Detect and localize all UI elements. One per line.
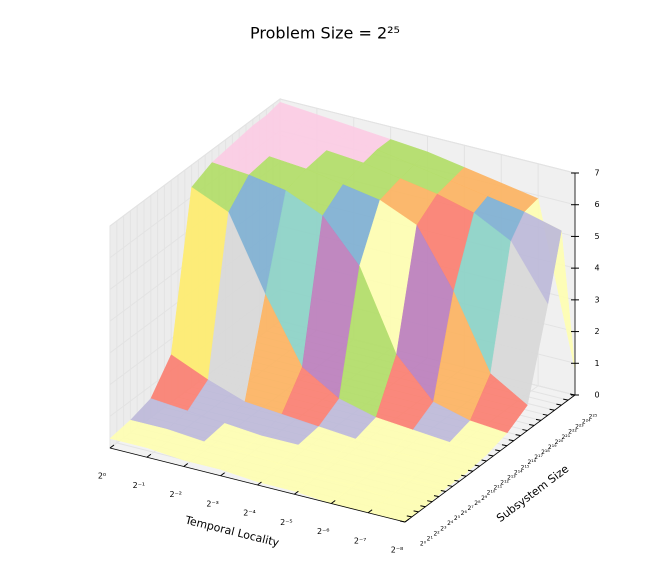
- tick-mark: [420, 505, 426, 508]
- tick-mark: [433, 495, 440, 498]
- tick-mark: [522, 429, 528, 432]
- y-tick-label: 2²⁰: [555, 439, 564, 446]
- tick-mark: [183, 463, 189, 467]
- tick-mark: [413, 510, 419, 513]
- y-tick-label: 2¹⁸: [541, 449, 550, 456]
- tick-mark: [481, 459, 487, 462]
- chart-title: Problem Size = 2²⁵: [250, 24, 400, 43]
- y-tick-label: 2²¹: [561, 434, 570, 441]
- x-tick-label: 2⁻³: [206, 499, 219, 508]
- y-tick-label: 2²²: [568, 429, 577, 436]
- y-tick-label: 2²³: [575, 424, 584, 431]
- x-tick-label: 2⁻¹: [133, 481, 146, 490]
- x-tick-label: 2⁻⁸: [391, 546, 404, 555]
- z-tick-label: 0: [594, 391, 599, 400]
- y-tick-label: 2³: [440, 525, 447, 532]
- y-tick-label: 2¹⁶: [527, 459, 536, 466]
- x-tick-label: 2⁻⁷: [354, 536, 367, 545]
- grid-line: [109, 98, 281, 227]
- tick-mark: [454, 479, 460, 482]
- tick-mark: [515, 434, 521, 437]
- x-axis-label: Temporal Locality: [183, 513, 281, 549]
- y-tick-label: 2⁸: [474, 500, 481, 507]
- tick-mark: [447, 484, 453, 487]
- axis-line: [404, 394, 576, 523]
- tick-mark: [367, 509, 373, 514]
- tick-mark: [535, 418, 542, 421]
- axes: 2⁰2⁻¹2⁻²2⁻³2⁻⁴2⁻⁵2⁻⁶2⁻⁷2⁻⁸2⁰2¹2²2³2⁴2⁵2⁶…: [98, 169, 600, 555]
- y-tick-label: 2²⁵: [589, 414, 598, 421]
- tick-mark: [549, 408, 555, 411]
- x-tick-label: 2⁻⁴: [243, 509, 256, 518]
- grid-line: [279, 98, 576, 174]
- y-tick-label: 2⁷: [467, 505, 474, 512]
- x-tick-label: 2⁻⁶: [317, 527, 330, 536]
- z-tick-label: 3: [594, 295, 599, 304]
- tick-mark: [542, 413, 548, 416]
- y-tick-label: 2²⁴: [582, 419, 591, 426]
- y-tick-label: 2¹¹: [493, 485, 502, 492]
- y-tick-label: 2¹⁰: [487, 490, 496, 497]
- z-tick-label: 5: [594, 232, 599, 241]
- y-axis-label: Subsystem Size: [494, 462, 571, 525]
- surface: [109, 101, 576, 523]
- y-tick-label: 2¹²: [500, 480, 509, 487]
- z-tick-label: 7: [594, 169, 599, 178]
- y-tick-label: 2¹⁹: [548, 444, 557, 451]
- y-tick-label: 2⁶: [461, 510, 468, 517]
- y-tick-label: 2⁴: [447, 520, 454, 527]
- tick-mark: [427, 500, 433, 503]
- x-tick-label: 2⁰: [98, 472, 106, 481]
- y-tick-label: 2¹³: [507, 474, 516, 481]
- y-tick-label: 2¹⁵: [521, 464, 530, 471]
- tick-mark: [508, 439, 514, 442]
- y-tick-label: 2¹⁷: [534, 454, 543, 461]
- tick-mark: [146, 453, 152, 458]
- z-tick-label: 4: [594, 264, 599, 273]
- tick-mark: [440, 490, 446, 493]
- y-tick-label: 2⁰: [420, 541, 427, 548]
- z-tick-label: 1: [594, 359, 599, 368]
- tick-mark: [294, 490, 299, 495]
- tick-mark: [330, 500, 336, 504]
- z-tick-label: 6: [594, 200, 599, 209]
- tick-mark: [109, 444, 115, 449]
- tick-mark: [563, 398, 569, 401]
- y-tick-label: 2⁹: [481, 495, 488, 502]
- tick-mark: [474, 464, 480, 467]
- y-tick-label: 2²: [433, 530, 440, 537]
- tick-mark: [257, 481, 262, 486]
- tick-mark: [461, 474, 467, 477]
- x-tick-label: 2⁻⁵: [280, 518, 293, 527]
- y-tick-label: 2¹⁴: [514, 469, 523, 476]
- tick-mark: [220, 472, 225, 477]
- z-tick-label: 2: [594, 327, 599, 336]
- tick-mark: [556, 403, 562, 406]
- tick-mark: [488, 454, 494, 457]
- tick-mark: [501, 444, 508, 447]
- y-tick-label: 2⁵: [454, 515, 461, 522]
- axis-line: [109, 447, 406, 523]
- tick-mark: [467, 469, 474, 472]
- tick-mark: [406, 515, 412, 518]
- x-tick-label: 2⁻²: [169, 490, 182, 499]
- tick-mark: [495, 449, 501, 452]
- tick-mark: [529, 423, 535, 426]
- y-tick-label: 2¹: [427, 535, 434, 542]
